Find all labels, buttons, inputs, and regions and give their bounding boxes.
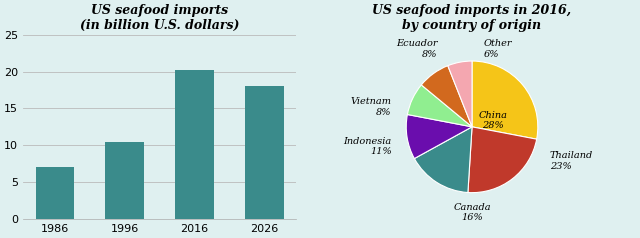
Text: Canada
16%: Canada 16% [453, 203, 491, 222]
Bar [106, 142, 144, 219]
Text: Ecuador
8%: Ecuador 8% [396, 40, 438, 59]
Text: Other
6%: Other 6% [484, 40, 513, 59]
Bar [36, 167, 74, 219]
Text: China
28%: China 28% [479, 111, 508, 130]
Bar [175, 70, 214, 219]
Text: Vietnam
8%: Vietnam 8% [351, 97, 392, 117]
Wedge shape [472, 61, 538, 139]
Bar [245, 86, 284, 219]
Wedge shape [421, 66, 472, 127]
Text: Thailand
23%: Thailand 23% [550, 151, 593, 171]
Title: US seafood imports in 2016,
by country of origin: US seafood imports in 2016, by country o… [372, 4, 572, 32]
Title: US seafood imports
(in billion U.S. dollars): US seafood imports (in billion U.S. doll… [80, 4, 239, 32]
Text: Indonesia
11%: Indonesia 11% [344, 137, 392, 156]
Wedge shape [468, 127, 537, 193]
Wedge shape [448, 61, 472, 127]
Wedge shape [406, 114, 472, 159]
Wedge shape [414, 127, 472, 193]
Wedge shape [408, 85, 472, 127]
